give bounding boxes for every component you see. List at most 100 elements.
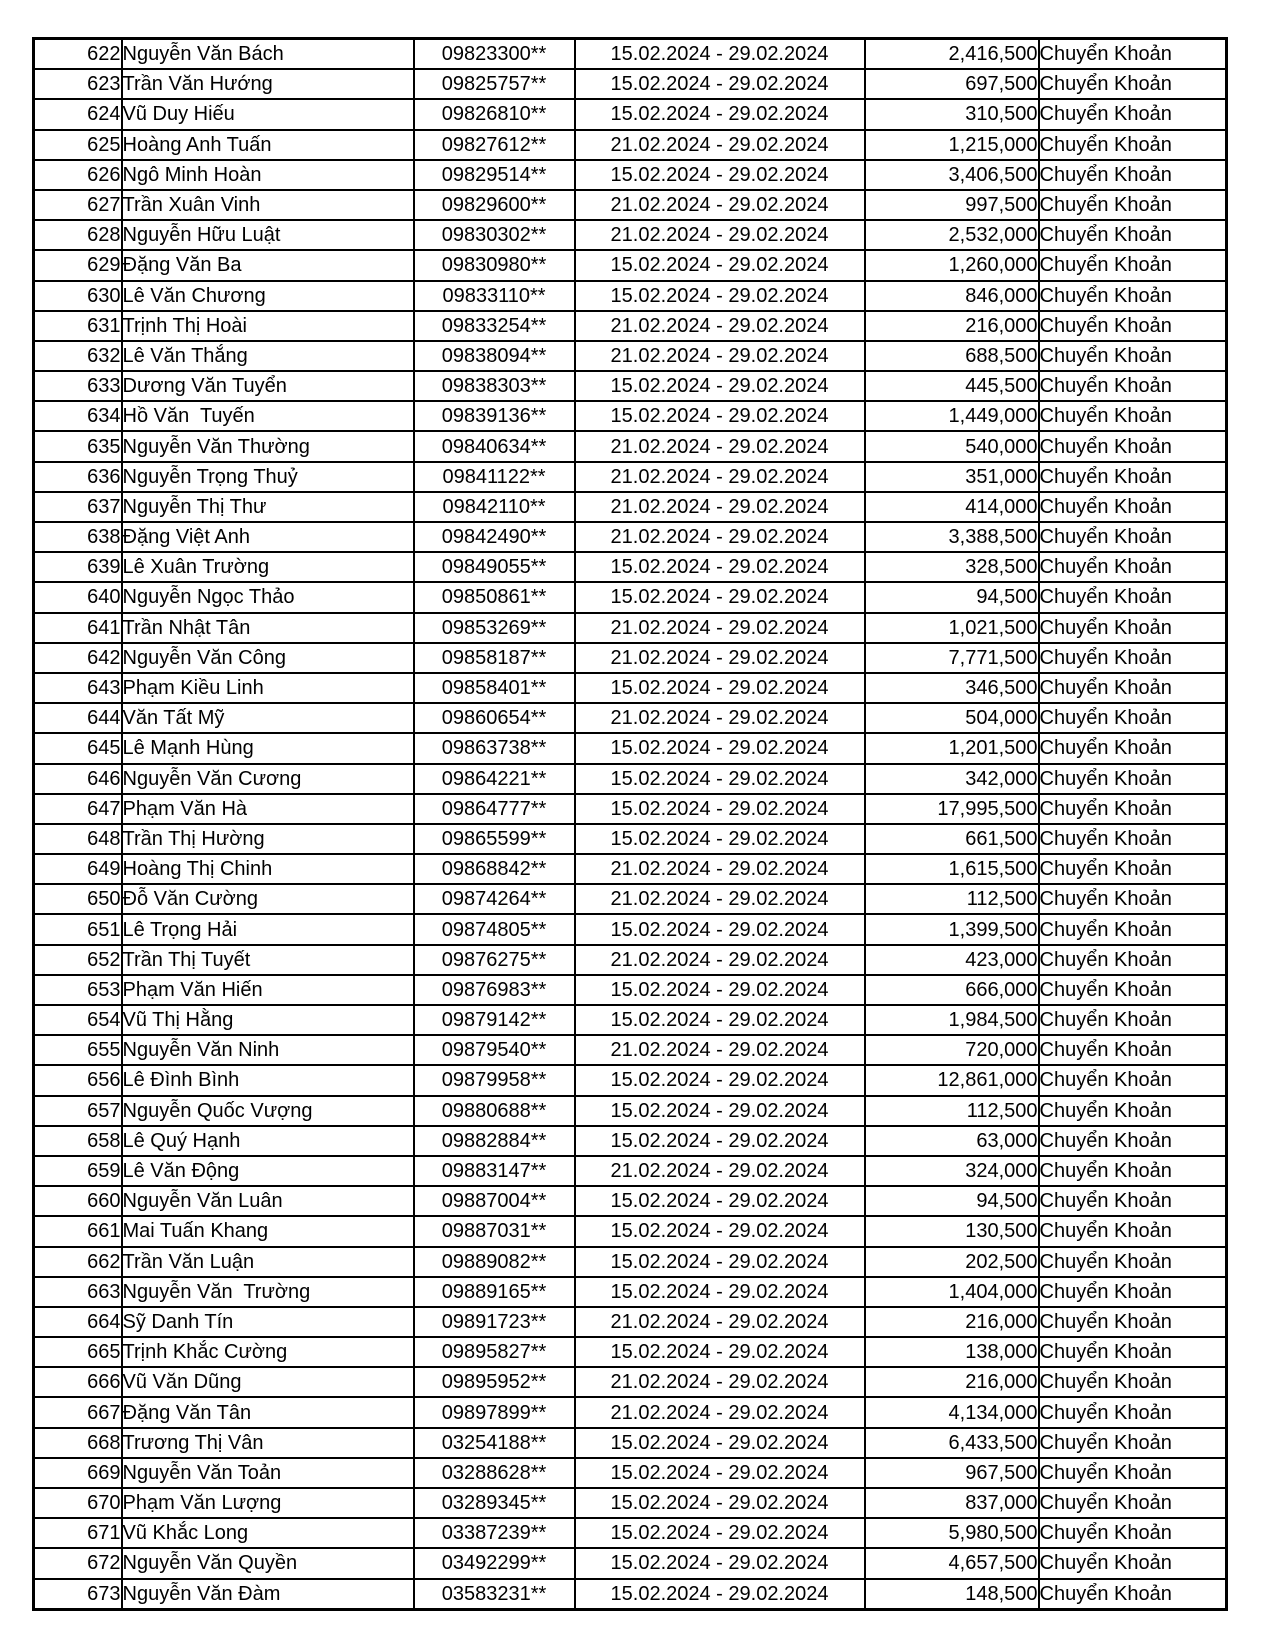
name-cell: Trần Nhật Tân <box>120 611 415 644</box>
period-cell: 15.02.2024 - 29.02.2024 <box>573 1094 866 1127</box>
phone-cell: 09830302** <box>412 219 576 252</box>
table-row: 671 Vũ Khắc Long 03387239** 15.02.2024 -… <box>32 1517 1228 1550</box>
row-number-cell: 639 <box>32 551 123 584</box>
name-cell: Phạm Kiều Linh <box>120 671 415 705</box>
period-cell: 15.02.2024 - 29.02.2024 <box>573 98 866 131</box>
phone-cell: 09839136** <box>412 400 576 433</box>
method-cell: Chuyển Khoản <box>1037 1366 1228 1399</box>
table-row: 627 Trần Xuân Vinh 09829600** 21.02.2024… <box>32 188 1228 222</box>
row-number-cell: 624 <box>32 98 123 131</box>
name-cell: Lê Văn Thắng <box>120 339 415 373</box>
method-cell: Chuyển Khoản <box>1037 732 1228 765</box>
method-cell: Chuyển Khoản <box>1037 1245 1228 1278</box>
amount-cell: 1,215,000 <box>863 128 1040 161</box>
period-cell: 21.02.2024 - 29.02.2024 <box>573 520 866 554</box>
phone-cell: 03289345** <box>412 1486 576 1520</box>
phone-cell: 03492299** <box>412 1547 576 1580</box>
name-cell: Hoàng Anh Tuấn <box>120 128 415 161</box>
name-cell: Nguyễn Văn Luân <box>120 1185 415 1218</box>
row-number-cell: 671 <box>32 1517 123 1550</box>
name-cell: Nguyễn Hữu Luật <box>120 219 415 252</box>
method-cell: Chuyển Khoản <box>1037 702 1228 735</box>
phone-cell: 09826810** <box>412 98 576 131</box>
amount-cell: 94,500 <box>863 1185 1040 1218</box>
method-cell: Chuyển Khoản <box>1037 973 1228 1007</box>
name-cell: Trương Thị Vân <box>120 1426 415 1459</box>
row-number-cell: 646 <box>32 762 123 795</box>
name-cell: Phạm Văn Lượng <box>120 1486 415 1520</box>
amount-cell: 351,000 <box>863 460 1040 493</box>
table-row: 647 Phạm Văn Hà 09864777** 15.02.2024 - … <box>32 792 1228 825</box>
row-number-cell: 656 <box>32 1064 123 1097</box>
name-cell: Trần Văn Luận <box>120 1245 415 1278</box>
method-cell: Chuyển Khoản <box>1037 98 1228 131</box>
phone-cell: 03288628** <box>412 1456 576 1490</box>
row-number-cell: 623 <box>32 68 123 101</box>
period-cell: 21.02.2024 - 29.02.2024 <box>573 188 866 222</box>
row-number-cell: 649 <box>32 853 123 886</box>
row-number-cell: 658 <box>32 1124 123 1157</box>
name-cell: Nguyễn Văn Bách <box>120 37 415 71</box>
row-number-cell: 622 <box>32 37 123 71</box>
table-row: 644 Văn Tất Mỹ 09860654** 21.02.2024 - 2… <box>32 702 1228 735</box>
method-cell: Chuyển Khoản <box>1037 1003 1228 1037</box>
amount-cell: 967,500 <box>863 1456 1040 1490</box>
method-cell: Chuyển Khoản <box>1037 490 1228 524</box>
method-cell: Chuyển Khoản <box>1037 822 1228 856</box>
phone-cell: 09864777** <box>412 792 576 825</box>
phone-cell: 09876275** <box>412 943 576 976</box>
table-row: 656 Lê Đình Bình 09879958** 15.02.2024 -… <box>32 1064 1228 1097</box>
phone-cell: 09887004** <box>412 1185 576 1218</box>
period-cell: 15.02.2024 - 29.02.2024 <box>573 913 866 946</box>
method-cell: Chuyển Khoản <box>1037 1547 1228 1580</box>
period-cell: 15.02.2024 - 29.02.2024 <box>573 973 866 1007</box>
row-number-cell: 640 <box>32 581 123 614</box>
name-cell: Vũ Khắc Long <box>120 1517 415 1550</box>
name-cell: Lê Trọng Hải <box>120 913 415 946</box>
table-row: 635 Nguyễn Văn Thường 09840634** 21.02.2… <box>32 430 1228 463</box>
row-number-cell: 668 <box>32 1426 123 1459</box>
row-number-cell: 632 <box>32 339 123 373</box>
phone-cell: 09823300** <box>412 37 576 71</box>
amount-cell: 997,500 <box>863 188 1040 222</box>
method-cell: Chuyển Khoản <box>1037 1305 1228 1339</box>
method-cell: Chuyển Khoản <box>1037 1215 1228 1248</box>
name-cell: Đặng Văn Ba <box>120 249 415 282</box>
name-cell: Nguyễn Ngọc Thảo <box>120 581 415 614</box>
row-number-cell: 667 <box>32 1396 123 1429</box>
row-number-cell: 627 <box>32 188 123 222</box>
row-number-cell: 663 <box>32 1275 123 1308</box>
row-number-cell: 655 <box>32 1034 123 1067</box>
amount-cell: 216,000 <box>863 1305 1040 1339</box>
name-cell: Trịnh Khắc Cường <box>120 1336 415 1369</box>
method-cell: Chuyển Khoản <box>1037 219 1228 252</box>
name-cell: Phạm Văn Hà <box>120 792 415 825</box>
name-cell: Hồ Văn Tuyến <box>120 400 415 433</box>
row-number-cell: 634 <box>32 400 123 433</box>
amount-cell: 688,500 <box>863 339 1040 373</box>
name-cell: Vũ Văn Dũng <box>120 1366 415 1399</box>
period-cell: 21.02.2024 - 29.02.2024 <box>573 883 866 916</box>
phone-cell: 09897899** <box>412 1396 576 1429</box>
period-cell: 15.02.2024 - 29.02.2024 <box>573 1124 866 1157</box>
phone-cell: 09860654** <box>412 702 576 735</box>
amount-cell: 310,500 <box>863 98 1040 131</box>
method-cell: Chuyển Khoản <box>1037 1336 1228 1369</box>
amount-cell: 3,406,500 <box>863 158 1040 191</box>
amount-cell: 720,000 <box>863 1034 1040 1067</box>
phone-cell: 09880688** <box>412 1094 576 1127</box>
period-cell: 15.02.2024 - 29.02.2024 <box>573 671 866 705</box>
method-cell: Chuyển Khoản <box>1037 551 1228 584</box>
period-cell: 15.02.2024 - 29.02.2024 <box>573 551 866 584</box>
phone-cell: 09841122** <box>412 460 576 493</box>
amount-cell: 414,000 <box>863 490 1040 524</box>
amount-cell: 1,399,500 <box>863 913 1040 946</box>
amount-cell: 17,995,500 <box>863 792 1040 825</box>
method-cell: Chuyển Khoản <box>1037 1034 1228 1067</box>
period-cell: 15.02.2024 - 29.02.2024 <box>573 1336 866 1369</box>
row-number-cell: 659 <box>32 1154 123 1188</box>
period-cell: 15.02.2024 - 29.02.2024 <box>573 792 866 825</box>
phone-cell: 09865599** <box>412 822 576 856</box>
period-cell: 21.02.2024 - 29.02.2024 <box>573 490 866 524</box>
table-row: 650 Đỗ Văn Cường 09874264** 21.02.2024 -… <box>32 883 1228 916</box>
